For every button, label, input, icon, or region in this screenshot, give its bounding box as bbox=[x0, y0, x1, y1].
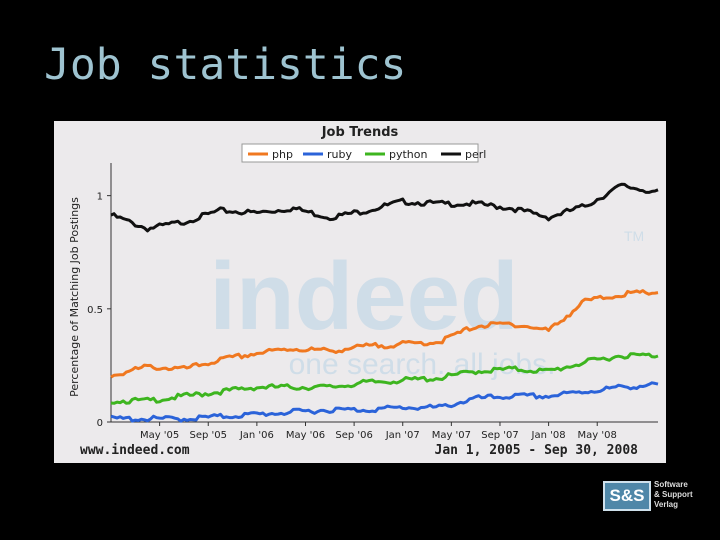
legend-label: python bbox=[389, 148, 428, 161]
legend-label: php bbox=[272, 148, 293, 161]
x-tick-label: Jan '07 bbox=[385, 430, 420, 441]
x-tick-label: May '07 bbox=[432, 430, 471, 441]
chart-legend: php ruby python perl bbox=[241, 143, 486, 163]
chart-title: Job Trends bbox=[321, 125, 399, 140]
y-tick-label: 0 bbox=[97, 418, 103, 429]
series-line-perl bbox=[110, 182, 659, 233]
chart-svg: indeed TM one search. all jobs. Job Tren… bbox=[68, 125, 659, 441]
watermark-brand: indeed bbox=[209, 243, 518, 350]
logo-caption: Software & Support Verlag bbox=[654, 480, 693, 510]
x-tick-label: May '05 bbox=[140, 430, 179, 441]
chart-axes: 0 0.5 1 May '05 Sep '05 Jan '06 May '06 Sep '06… bbox=[87, 163, 658, 441]
x-tick-label: Sep '07 bbox=[481, 430, 519, 441]
logo-line-2: & Support bbox=[654, 490, 693, 499]
logo-line-1: Software bbox=[654, 480, 688, 489]
slide-title: Job statistics bbox=[44, 40, 407, 90]
x-tick-label: Sep '05 bbox=[189, 430, 227, 441]
logo-line-3: Verlag bbox=[654, 500, 679, 509]
footer-url: www.indeed.com bbox=[80, 443, 190, 458]
y-tick-label: 1 bbox=[97, 192, 103, 203]
series-line-ruby bbox=[110, 381, 659, 423]
legend-box bbox=[241, 143, 479, 163]
job-trends-chart: indeed TM one search. all jobs. Job Tren… bbox=[54, 121, 666, 463]
y-axis-label: Percentage of Matching Job Postings bbox=[68, 197, 81, 397]
x-tick-label: May '06 bbox=[286, 430, 325, 441]
x-tick-label: Jan '08 bbox=[531, 430, 566, 441]
legend-label: ruby bbox=[327, 148, 352, 161]
footer-date-range: Jan 1, 2005 - Sep 30, 2008 bbox=[434, 443, 639, 458]
sns-logo: S&S Software & Support Verlag bbox=[603, 479, 698, 513]
y-tick-label: 0.5 bbox=[87, 305, 103, 316]
watermark-tagline: one search. all jobs. bbox=[289, 348, 556, 381]
series-line-python bbox=[110, 352, 659, 405]
series-line-php bbox=[110, 289, 659, 379]
x-tick-label: Jan '06 bbox=[239, 430, 274, 441]
legend-label: perl bbox=[465, 148, 486, 161]
x-tick-label: Sep '06 bbox=[335, 430, 373, 441]
x-tick-label: May '08 bbox=[578, 430, 617, 441]
logo-badge: S&S bbox=[603, 481, 651, 511]
watermark-tm: TM bbox=[624, 228, 644, 244]
chart-lines bbox=[110, 182, 659, 423]
